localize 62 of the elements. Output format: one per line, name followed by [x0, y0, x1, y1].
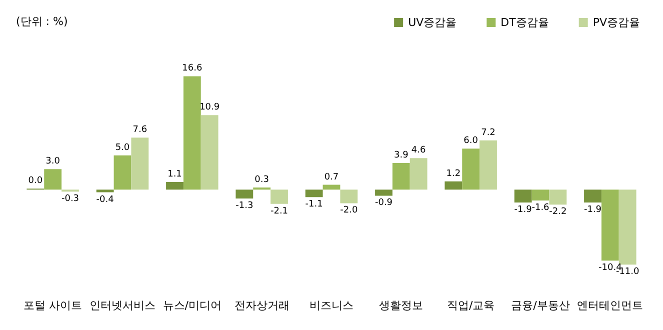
bar	[584, 190, 602, 203]
legend-label: DT증감율	[500, 16, 549, 29]
data-label: -1.9	[514, 205, 532, 216]
data-label: 0.3	[254, 175, 269, 186]
bar	[322, 184, 340, 190]
bar	[410, 158, 428, 190]
bar	[96, 190, 114, 192]
x-tick-label: 뉴스/미디어	[162, 299, 222, 312]
bar	[601, 190, 619, 261]
data-label: 0.0	[28, 176, 43, 186]
data-label: -2.2	[549, 207, 567, 218]
bar	[514, 190, 532, 203]
x-tick-label: 생활정보	[379, 299, 424, 312]
bar	[270, 190, 288, 204]
x-tick-label: 인터넷서비스	[90, 299, 156, 312]
data-label: 0.7	[324, 172, 339, 182]
data-label: 4.6	[411, 146, 426, 156]
data-label: -1.6	[532, 202, 550, 213]
bar	[166, 182, 184, 190]
data-label: 6.0	[464, 136, 478, 146]
bar	[236, 190, 254, 198]
bar	[183, 76, 201, 190]
bar	[549, 190, 567, 205]
data-label: 3.9	[394, 150, 409, 160]
bar	[392, 162, 410, 190]
bar	[444, 181, 462, 190]
bar	[375, 190, 392, 196]
bar	[532, 190, 550, 200]
data-label: 7.2	[481, 128, 496, 138]
data-label: -0.3	[61, 194, 80, 204]
x-tick-label: 비즈니스	[310, 299, 354, 312]
bar	[305, 190, 323, 198]
legend-label: PV증감율	[592, 16, 640, 29]
data-label: -0.4	[96, 194, 114, 205]
data-label: -0.9	[374, 198, 393, 208]
x-tick-label: 직업/교육	[446, 299, 495, 312]
text: (단위 : %)	[16, 15, 68, 28]
data-label: 7.6	[132, 125, 148, 136]
x-tick-label: 엔터테인먼트	[577, 299, 644, 312]
bar	[131, 138, 149, 190]
data-label: -2.0	[340, 206, 358, 216]
data-label: -1.9	[584, 205, 602, 216]
x-tick-label: 금융/부동산	[511, 299, 570, 312]
bar	[618, 190, 636, 265]
legend-label: UV증감율	[408, 16, 457, 29]
bar	[340, 190, 358, 204]
data-label: 1.1	[168, 170, 182, 180]
bar	[114, 155, 132, 190]
data-label: 16.6	[182, 64, 202, 74]
bar	[462, 148, 480, 190]
bar	[44, 169, 62, 190]
bar	[480, 140, 497, 190]
bar	[200, 115, 218, 190]
data-label: -2.1	[270, 206, 288, 216]
data-label: -1.1	[305, 200, 323, 210]
data-label: 5.0	[115, 142, 130, 153]
x-tick-label: 포털 사이트	[24, 299, 82, 312]
data-label: 10.9	[200, 102, 220, 113]
data-label: 3.0	[46, 156, 60, 167]
data-label: 1.2	[446, 168, 461, 179]
x-tick-label: 전자상거래	[234, 299, 290, 312]
data-label: -1.3	[236, 200, 254, 211]
